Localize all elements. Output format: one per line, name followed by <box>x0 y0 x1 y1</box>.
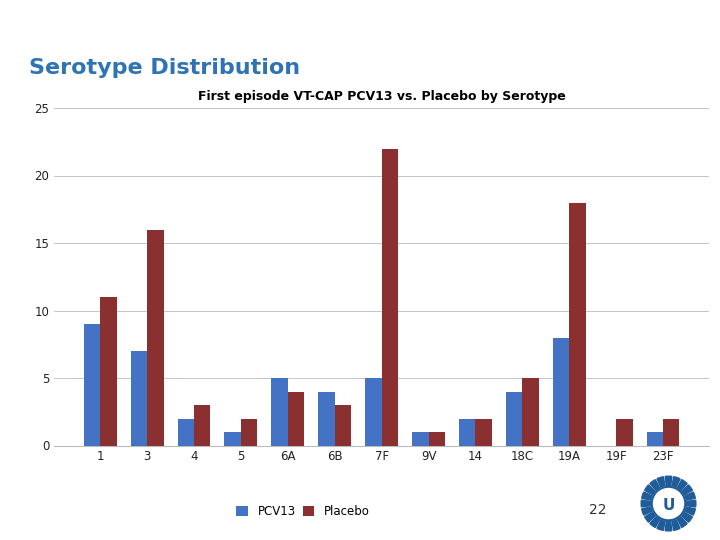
Wedge shape <box>672 519 680 530</box>
Wedge shape <box>665 520 672 531</box>
Wedge shape <box>657 519 665 530</box>
Bar <box>506 392 522 446</box>
Text: U: U <box>662 497 675 512</box>
Bar <box>382 148 398 445</box>
Wedge shape <box>672 477 680 488</box>
Wedge shape <box>684 492 696 501</box>
Wedge shape <box>681 512 693 522</box>
Wedge shape <box>657 477 665 488</box>
Wedge shape <box>642 500 652 507</box>
Wedge shape <box>665 476 672 487</box>
Bar <box>365 378 382 446</box>
Bar <box>647 432 663 445</box>
Bar <box>616 418 632 445</box>
Bar <box>459 418 475 445</box>
Bar <box>194 405 210 446</box>
Bar <box>570 202 585 446</box>
Wedge shape <box>642 492 653 501</box>
Bar <box>288 392 305 446</box>
Wedge shape <box>685 500 696 507</box>
Bar <box>271 378 288 446</box>
Wedge shape <box>677 480 687 491</box>
Bar <box>131 351 147 445</box>
Bar <box>178 418 194 445</box>
Bar <box>335 405 351 446</box>
Legend: PCV13, Placebo: PCV13, Placebo <box>236 505 370 518</box>
Wedge shape <box>681 485 693 495</box>
Bar <box>147 230 163 446</box>
Wedge shape <box>684 507 696 515</box>
Bar <box>84 324 100 446</box>
Wedge shape <box>642 507 653 515</box>
Wedge shape <box>650 516 660 528</box>
Bar <box>475 418 492 445</box>
Title: First episode VT-CAP PCV13 vs. Placebo by Serotype: First episode VT-CAP PCV13 vs. Placebo b… <box>198 90 565 103</box>
Bar <box>225 432 241 445</box>
Wedge shape <box>644 512 656 522</box>
Bar <box>241 418 257 445</box>
Circle shape <box>652 487 685 521</box>
Wedge shape <box>650 480 660 491</box>
Bar <box>412 432 428 445</box>
Bar <box>553 338 570 446</box>
Bar <box>100 297 117 445</box>
Wedge shape <box>677 516 687 528</box>
Bar <box>318 392 335 446</box>
Text: 22: 22 <box>589 503 606 517</box>
Bar <box>522 378 539 446</box>
Bar <box>663 418 680 445</box>
Bar <box>428 432 445 445</box>
Wedge shape <box>644 485 656 495</box>
Text: Serotype Distribution: Serotype Distribution <box>29 57 300 78</box>
